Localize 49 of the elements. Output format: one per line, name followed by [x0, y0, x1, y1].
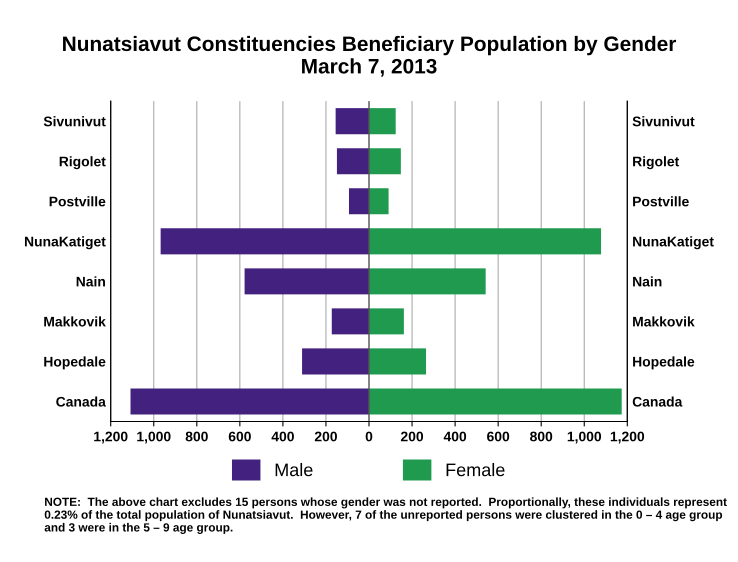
x-tick-label: 600	[487, 432, 510, 442]
category-label: Postville	[633, 196, 689, 206]
bar	[244, 268, 369, 294]
category-label: Sivunivut	[632, 116, 694, 126]
bar	[369, 188, 389, 214]
x-tick-label: 400	[272, 432, 294, 442]
bar	[336, 148, 369, 174]
x-tick-label: 0	[366, 432, 372, 442]
category-label: Nain	[633, 276, 662, 287]
bar	[369, 108, 396, 134]
legend-label: Female	[446, 462, 505, 476]
bar	[369, 268, 486, 294]
x-tick-label: 200	[314, 432, 337, 442]
bar	[160, 228, 369, 254]
x-tick-label: 800	[186, 432, 208, 442]
x-tick-label: 1,000	[137, 432, 171, 444]
bar	[348, 188, 369, 214]
category-label: Hopedale	[633, 356, 694, 370]
bar	[369, 308, 404, 334]
bar	[369, 388, 622, 414]
y-tick-label: Sivunivut	[44, 116, 106, 126]
bar	[336, 108, 369, 134]
category-label: Makkovik	[633, 316, 695, 327]
y-tick-label: Hopedale	[44, 356, 106, 370]
text: NOTE: The above chart excludes 15 persons whose gender was not reported. Proportionally, these individuals represent 0.23% of the total population of Nunatsiavut. However, 7 of the unreported persons were clustered in the 0 – 4 age group and 3 were in the 5 – 9 age group.	[44, 497, 727, 534]
category-label: NunaKatiget	[633, 236, 714, 250]
x-tick-label: 1,200	[94, 432, 128, 444]
chart-title: Nunatsiavut Constituencies Beneficiary Population by Gender March 7, 2013	[63, 36, 676, 77]
y-tick-label: Postville	[50, 196, 106, 206]
y-tick-label: NunaKatiget	[24, 236, 106, 250]
x-tick-label: 1,200	[610, 432, 644, 444]
y-tick-label: Rigolet	[60, 156, 106, 170]
category-label: Canada	[632, 396, 682, 407]
y-tick-label: Nain	[76, 276, 105, 287]
bar	[130, 388, 369, 414]
x-tick-label: 200	[400, 432, 424, 442]
x-tick-label: 800	[530, 432, 552, 442]
x-tick-label: 600	[228, 432, 251, 442]
legend-label: Male	[276, 462, 313, 476]
bar	[369, 148, 401, 174]
bar	[369, 228, 602, 254]
category-label: Rigolet	[633, 156, 680, 170]
bar	[332, 308, 369, 334]
y-tick-label: Canada	[56, 396, 106, 407]
bar	[302, 348, 369, 374]
x-tick-label: 400	[444, 432, 466, 442]
bar	[369, 348, 426, 374]
y-tick-label: Makkovik	[44, 316, 106, 327]
x-tick-label: 1,000	[568, 432, 602, 444]
